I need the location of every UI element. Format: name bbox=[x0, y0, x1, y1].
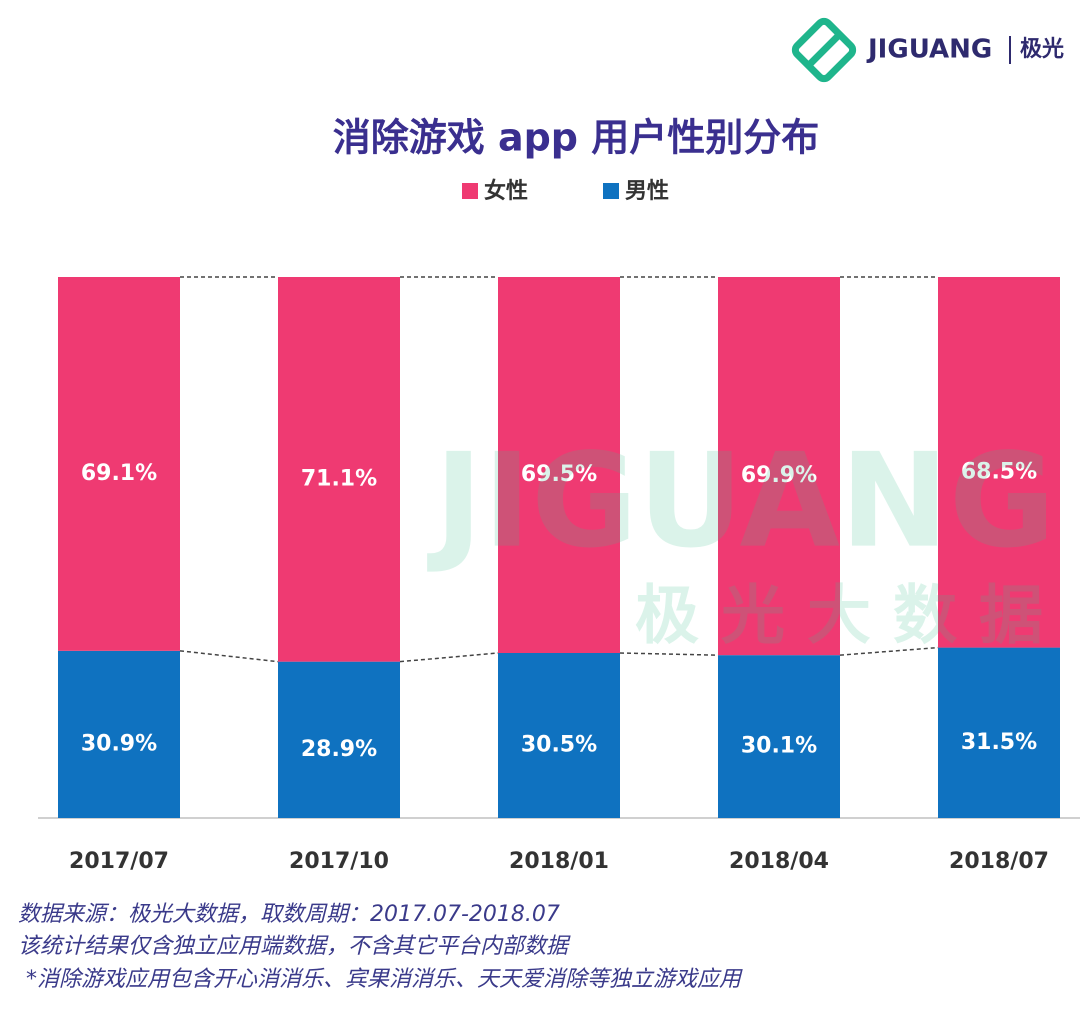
bar-segment bbox=[938, 277, 1060, 648]
bar-segment bbox=[278, 661, 400, 818]
bar-segment bbox=[718, 655, 840, 818]
bar-segment bbox=[938, 647, 1060, 818]
bar-segment bbox=[498, 652, 620, 818]
bar-segment bbox=[498, 277, 620, 653]
logo-icon bbox=[791, 17, 857, 83]
connector bbox=[399, 652, 499, 663]
value-label: 69.5% bbox=[521, 462, 597, 487]
connector bbox=[619, 652, 719, 656]
bar-segment bbox=[718, 277, 840, 656]
connector bbox=[839, 646, 939, 656]
value-label: 69.9% bbox=[741, 463, 817, 488]
x-tick-label: 2018/07 bbox=[949, 849, 1049, 874]
x-tick-label: 2017/07 bbox=[69, 849, 169, 874]
bar-segment bbox=[58, 650, 180, 818]
value-label: 30.5% bbox=[521, 732, 597, 757]
value-label: 69.1% bbox=[81, 461, 157, 486]
logo-name: 极光 bbox=[1020, 37, 1064, 62]
value-label: 71.1% bbox=[301, 466, 377, 491]
x-tick-label: 2018/04 bbox=[729, 849, 829, 874]
legend-swatch bbox=[603, 183, 619, 199]
x-tick-label: 2017/10 bbox=[289, 849, 389, 874]
plot: 30.9% 69.1% 2017/07 28.9% 71.1% 2017/10 30.5% 6… bbox=[58, 276, 1060, 874]
value-label: 28.9% bbox=[301, 737, 377, 762]
legend-label: 女性 bbox=[484, 178, 528, 204]
connector bbox=[179, 650, 279, 663]
bar-segment bbox=[58, 277, 180, 651]
x-tick-label: 2018/01 bbox=[509, 849, 609, 874]
note: *消除游戏应用包含开心消消乐、宾果消消乐、天天爱消除等独立游戏应用 bbox=[26, 967, 743, 992]
legend-label: 男性 bbox=[625, 179, 669, 204]
logo: JIGUANG 极光 bbox=[791, 17, 1064, 83]
value-label: 30.9% bbox=[81, 731, 157, 756]
legend-swatch bbox=[462, 183, 478, 199]
logo-brand: JIGUANG bbox=[866, 35, 992, 65]
value-label: 30.1% bbox=[741, 734, 817, 759]
bar-segment bbox=[278, 277, 400, 662]
value-label: 31.5% bbox=[961, 730, 1037, 755]
note: 该统计结果仅含独立应用端数据，不含其它平台内部数据 bbox=[18, 934, 571, 959]
value-label: 68.5% bbox=[961, 459, 1037, 484]
note: 数据来源：极光大数据，取数周期：2017.07-2018.07 bbox=[18, 902, 560, 927]
chart-title: 消除游戏 app 用户性别分布 bbox=[333, 116, 820, 160]
